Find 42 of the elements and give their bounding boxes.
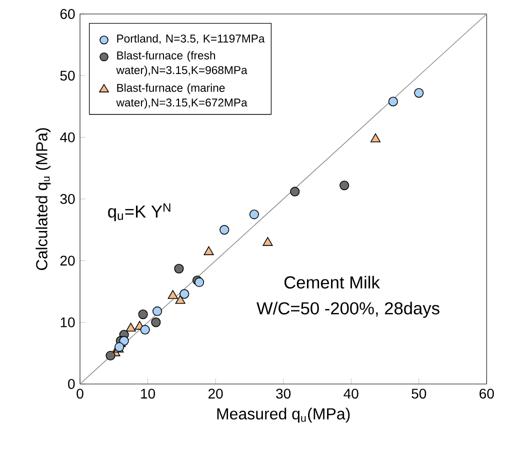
y-tick-label: 40 bbox=[60, 132, 75, 142]
x-axis-title: Measured q$_{u}$(MPa) bbox=[217, 408, 350, 423]
x-tick-label: 40 bbox=[344, 388, 358, 399]
y-tick-label: 10 bbox=[60, 317, 75, 328]
point bbox=[119, 336, 129, 346]
legend-label: Portland, N=3.5, K=1197MPa bbox=[117, 34, 265, 44]
annotation: Cement Milk bbox=[284, 276, 380, 289]
x-tick-label: 60 bbox=[480, 388, 494, 399]
point bbox=[262, 237, 273, 246]
legend-label: Blast-furnace (marine water),N=3.15,K=672MPa bbox=[116, 84, 248, 109]
point bbox=[388, 96, 398, 106]
point bbox=[151, 318, 161, 328]
x-tick-label: 50 bbox=[412, 388, 426, 399]
point bbox=[290, 186, 300, 196]
point bbox=[106, 350, 116, 360]
point bbox=[414, 88, 424, 98]
y-tick-label: 60 bbox=[60, 9, 75, 19]
point bbox=[249, 210, 259, 220]
point bbox=[138, 310, 148, 320]
y-tick-label: 50 bbox=[60, 70, 75, 81]
y-tick-label: 20 bbox=[60, 256, 75, 266]
point bbox=[168, 290, 178, 299]
y-tick-label: 0 bbox=[68, 379, 75, 389]
point bbox=[174, 264, 184, 274]
annotation: W/C=50 -200%, 28days bbox=[256, 302, 440, 318]
x-tick-label: 30 bbox=[276, 388, 291, 399]
point bbox=[220, 225, 230, 235]
y-axis-title: Calculated q$_{u}$ (MPa) bbox=[36, 128, 51, 270]
x-tick-label: 10 bbox=[141, 388, 156, 399]
legend-label: Blast-furnace (fresh water),N=3.15,K=968MPa bbox=[116, 51, 248, 76]
y-tick-label: 30 bbox=[60, 194, 75, 204]
point bbox=[175, 295, 186, 304]
x-tick-label: 20 bbox=[208, 388, 223, 399]
x-tick-label: 0 bbox=[76, 388, 84, 399]
point bbox=[370, 133, 381, 142]
point bbox=[140, 324, 150, 335]
point bbox=[152, 306, 162, 316]
point bbox=[126, 322, 136, 332]
point bbox=[204, 246, 214, 256]
annotation: q$_{u}$=K Y$^{N}$ bbox=[108, 203, 170, 222]
point bbox=[180, 289, 190, 299]
point bbox=[340, 180, 350, 190]
